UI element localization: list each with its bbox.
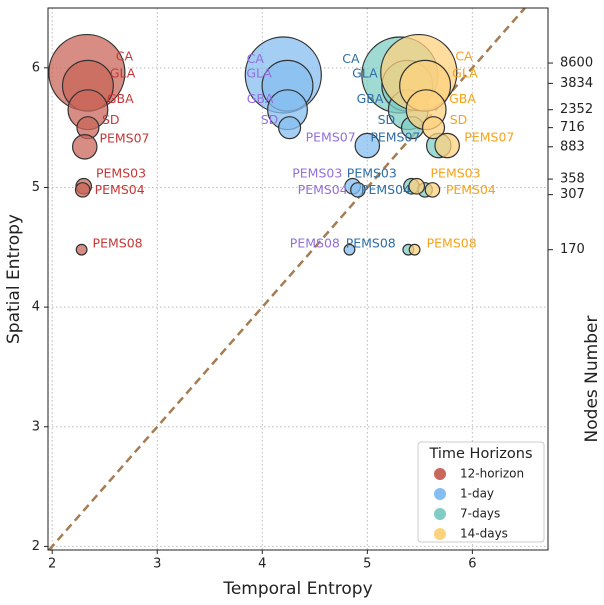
legend-box [417, 441, 545, 543]
point-label: PEMS08 [93, 236, 143, 251]
point-label: GLA [352, 66, 378, 81]
point-label: PEMS03 [96, 165, 146, 180]
bubble [408, 177, 426, 195]
legend-title: Time Horizons [428, 446, 532, 462]
x-tick-label: 2 [48, 557, 56, 572]
point-label: PEMS07 [306, 129, 356, 144]
bubble [421, 116, 446, 140]
point-label: GBA [247, 91, 274, 106]
y2-tick-label: 170 [560, 242, 585, 257]
point-label: GBA [357, 91, 384, 106]
legend-marker [434, 468, 446, 480]
point-label: PEMS08 [290, 236, 340, 251]
bubble [354, 132, 381, 159]
legend-label: 12-horizon [460, 467, 524, 481]
legend-marker [434, 488, 446, 500]
y-tick-label: 2 [32, 539, 40, 554]
bubble [350, 182, 366, 198]
y-tick-label: 6 [32, 60, 40, 75]
y2-tick-label: 307 [560, 187, 585, 202]
y-axis-title: Spatial Entropy [4, 214, 24, 344]
point-label: PEMS08 [346, 236, 396, 251]
point-label: GLA [452, 66, 478, 81]
bubble [343, 243, 356, 256]
point-label: SD [102, 112, 120, 127]
point-label: PEMS04 [446, 182, 496, 197]
x-tick-label: 4 [258, 557, 266, 572]
point-label: PEMS03 [431, 165, 481, 180]
y2-tick-label: 3834 [560, 76, 593, 91]
point-label: PEMS08 [427, 236, 477, 251]
point-label: PEMS03 [347, 165, 397, 180]
point-label: SD [378, 112, 396, 127]
x-tick-label: 6 [468, 557, 476, 572]
y2-axis-title: Nodes Number [582, 316, 602, 443]
point-label: GBA [107, 91, 134, 106]
point-label: PEMS03 [292, 165, 342, 180]
point-label: GBA [449, 91, 476, 106]
bubble [278, 116, 302, 140]
point-label: SD [450, 112, 468, 127]
point-label: CA [455, 49, 473, 64]
bubble [408, 243, 421, 256]
bubble [74, 182, 91, 198]
y-tick-label: 4 [32, 300, 40, 315]
point-label: PEMS07 [370, 129, 420, 144]
x-axis-title: Temporal Entropy [222, 579, 372, 599]
legend-marker [434, 528, 446, 540]
y2-tick-label: 358 [560, 172, 585, 187]
x-tick-label: 5 [363, 557, 371, 572]
point-label: SD [261, 112, 279, 127]
bubble [75, 243, 88, 256]
point-label: GLA [246, 66, 272, 81]
legend-label: 7-days [460, 507, 500, 521]
x-tick-label: 3 [153, 557, 161, 572]
point-label: PEMS07 [99, 131, 149, 146]
y2-tick-label: 8600 [560, 56, 593, 71]
y2-tick-label: 883 [560, 139, 585, 154]
y-tick-label: 3 [32, 419, 40, 434]
bubble [434, 132, 460, 159]
bubble [71, 134, 98, 160]
legend-marker [434, 508, 446, 520]
y-tick-label: 5 [32, 180, 40, 195]
plot-frame [47, 7, 549, 551]
point-label: GLA [110, 66, 136, 81]
point-label: PEMS04 [95, 182, 145, 197]
legend-label: 14-days [460, 527, 508, 541]
point-label: PEMS07 [464, 129, 514, 144]
y2-tick-label: 716 [560, 120, 585, 135]
point-label: PEMS04 [361, 182, 411, 197]
legend-label: 1-day [460, 487, 494, 501]
legend: Time Horizons 12-horizon 1-day 7-days 14-day… [417, 441, 545, 543]
point-label: CA [342, 51, 360, 66]
point-label: CA [247, 51, 265, 66]
point-label: PEMS04 [298, 182, 348, 197]
y2-tick-label: 2352 [560, 102, 593, 117]
point-label: CA [116, 49, 134, 64]
bubble [424, 182, 441, 198]
